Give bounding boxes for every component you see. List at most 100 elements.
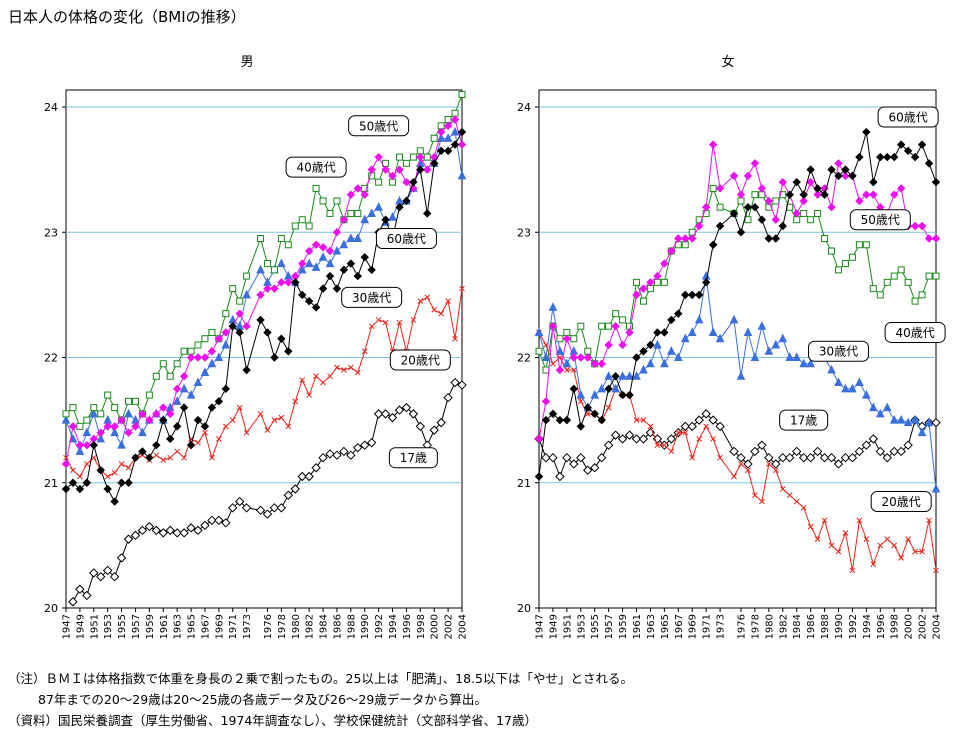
data-point	[682, 429, 689, 436]
data-point	[339, 446, 349, 457]
data-point	[415, 421, 426, 432]
series-age40	[535, 184, 940, 374]
data-point	[82, 590, 92, 601]
series-age30	[534, 270, 941, 493]
x-tick-label: 1953	[103, 614, 114, 639]
data-point	[263, 328, 272, 337]
data-point	[840, 452, 851, 463]
data-point	[619, 316, 627, 324]
y-tick-label: 23	[44, 226, 58, 239]
y-tick-label: 24	[517, 101, 531, 114]
x-tick-label: 1973	[716, 614, 727, 639]
data-point	[145, 453, 154, 462]
x-mark-stroke	[765, 461, 772, 467]
data-point	[373, 409, 384, 419]
data-point	[68, 422, 78, 431]
x-mark-stroke	[898, 555, 905, 561]
x-mark-stroke	[125, 464, 132, 471]
data-point	[675, 429, 682, 436]
series-label-age50: 50歳代	[348, 115, 410, 137]
data-point	[889, 446, 899, 457]
series-line	[538, 131, 937, 477]
data-point	[639, 297, 647, 305]
data-point	[243, 429, 250, 436]
data-point	[110, 427, 119, 437]
data-point	[674, 309, 683, 318]
data-point	[617, 434, 628, 444]
data-point	[562, 452, 572, 463]
data-point	[97, 410, 105, 418]
data-point	[374, 152, 383, 162]
data-point	[694, 415, 704, 425]
data-point	[577, 398, 584, 405]
data-point	[771, 339, 781, 349]
data-point	[242, 289, 251, 299]
data-point	[339, 215, 349, 224]
data-point	[298, 259, 307, 268]
x-mark-stroke	[752, 492, 758, 499]
data-point	[109, 571, 120, 582]
data-point	[904, 278, 912, 286]
data-point	[771, 215, 781, 224]
label-text: 60歳代	[387, 232, 426, 246]
data-point	[402, 177, 411, 187]
data-point	[750, 202, 760, 212]
data-point	[284, 347, 293, 356]
series-line	[65, 118, 463, 465]
data-point	[821, 235, 829, 243]
data-point	[325, 258, 335, 268]
data-point	[367, 165, 376, 174]
data-point	[429, 425, 439, 435]
series-label-age20: 20歳代	[389, 349, 451, 371]
data-point	[791, 446, 802, 457]
data-point	[347, 364, 354, 371]
data-point	[285, 423, 292, 430]
x-tick-label: 1994	[388, 614, 399, 639]
data-point	[304, 296, 314, 306]
x-tick-label: 1971	[702, 614, 713, 639]
data-point	[104, 473, 111, 480]
data-point	[869, 190, 878, 199]
x-tick-label: 1971	[228, 614, 239, 639]
data-point	[842, 529, 849, 536]
data-point	[172, 384, 182, 394]
data-point	[736, 190, 746, 199]
data-point	[640, 417, 647, 423]
x-tick-label: 1961	[159, 614, 170, 639]
data-point	[792, 177, 801, 187]
data-point	[382, 319, 389, 326]
data-point	[590, 359, 599, 368]
x-mark-stroke	[779, 486, 786, 492]
data-point	[869, 402, 878, 412]
x-mark-stroke	[382, 319, 389, 326]
label-box	[870, 491, 932, 513]
data-point	[402, 196, 411, 206]
data-point	[576, 452, 586, 463]
data-point	[346, 259, 356, 268]
data-point	[896, 446, 906, 457]
data-point	[235, 321, 244, 330]
data-point	[688, 290, 697, 300]
data-point	[841, 171, 850, 181]
x-mark-stroke	[320, 379, 326, 386]
data-point	[548, 302, 558, 311]
data-point	[898, 555, 905, 561]
data-point	[181, 454, 187, 461]
x-mark-stroke	[417, 298, 424, 304]
x-mark-stroke	[361, 348, 368, 355]
data-point	[144, 521, 155, 532]
x-tick-label: 1961	[632, 614, 643, 639]
data-point	[436, 417, 446, 428]
x-mark-stroke	[654, 442, 661, 449]
x-mark-stroke	[821, 517, 828, 524]
x-tick-label: 1990	[360, 614, 371, 639]
data-point	[736, 452, 746, 463]
data-point	[813, 184, 822, 193]
data-point	[597, 415, 606, 425]
data-point	[827, 364, 836, 374]
data-point	[681, 234, 690, 243]
series-label-age60: 60歳代	[877, 106, 939, 128]
data-point	[889, 415, 899, 424]
